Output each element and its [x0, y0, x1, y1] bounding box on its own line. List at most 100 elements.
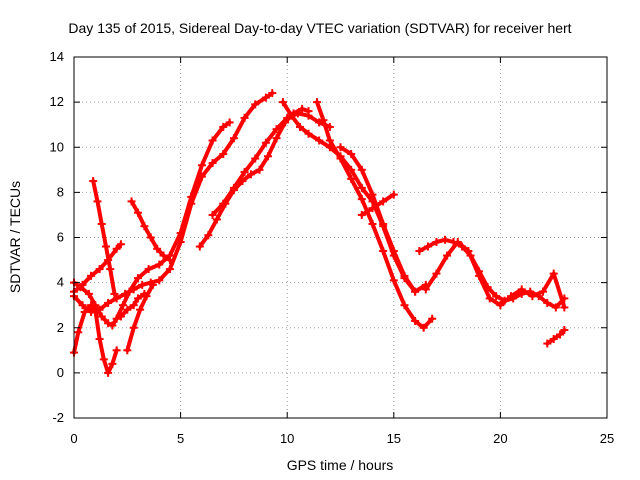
data-point — [165, 256, 174, 265]
y-tick-label: 0 — [57, 365, 64, 380]
data-point — [304, 111, 313, 120]
data-point — [78, 301, 87, 310]
data-point — [411, 316, 420, 325]
data-point — [336, 143, 345, 152]
data-point — [368, 219, 377, 228]
data-point — [136, 305, 145, 314]
y-tick-label: 8 — [57, 184, 64, 199]
series-track-11 — [278, 98, 430, 296]
data-point — [144, 265, 153, 274]
data-point — [368, 190, 377, 199]
series-track-2 — [70, 89, 277, 316]
data-point — [78, 280, 87, 289]
chart-title: Day 135 of 2015, Sidereal Day-to-day VTE… — [68, 20, 571, 36]
y-tick-label: 2 — [57, 320, 64, 335]
data-point — [87, 301, 96, 310]
series-line — [545, 328, 567, 346]
data-point — [357, 165, 366, 174]
data-point — [295, 122, 304, 131]
series-line — [417, 237, 567, 310]
data-point — [93, 197, 102, 206]
data-point — [255, 165, 264, 174]
data-point — [458, 242, 467, 251]
data-point — [74, 328, 83, 337]
data-point — [357, 195, 366, 204]
series-line — [338, 145, 418, 294]
data-point — [560, 303, 569, 312]
data-point — [240, 113, 249, 122]
series-track-1 — [70, 118, 234, 330]
data-point — [443, 251, 452, 260]
series-line — [91, 179, 117, 296]
data-point — [89, 177, 98, 186]
series-line — [280, 100, 428, 294]
data-point — [246, 170, 255, 179]
data-point — [112, 314, 121, 323]
data-point — [229, 134, 238, 143]
data-point — [87, 271, 96, 280]
data-point — [129, 323, 138, 332]
series-track-13 — [336, 143, 420, 296]
data-point — [95, 265, 104, 274]
data-point — [428, 314, 437, 323]
x-axis-title: GPS time / hours — [287, 457, 394, 473]
data-point — [475, 267, 484, 276]
data-point — [97, 312, 106, 321]
data-point — [101, 242, 110, 251]
data-point — [556, 330, 565, 339]
data-point — [195, 242, 204, 251]
data-point — [517, 289, 526, 298]
data-point — [389, 276, 398, 285]
data-point — [357, 210, 366, 219]
y-tick-label: -2 — [52, 410, 64, 425]
series-track-10 — [208, 109, 334, 219]
data-point — [176, 238, 185, 247]
data-point — [440, 235, 449, 244]
data-point — [153, 244, 162, 253]
data-point — [95, 335, 104, 344]
data-point — [379, 219, 388, 228]
data-point — [133, 294, 142, 303]
data-point — [197, 172, 206, 181]
data-point — [483, 283, 492, 292]
data-point — [368, 204, 377, 213]
data-point — [283, 113, 292, 122]
data-point — [159, 251, 168, 260]
axis-ticks: 0 5 10 15 20 25 -2 0 2 4 6 8 10 12 14 — [50, 49, 615, 446]
data-point — [485, 294, 494, 303]
data-point — [251, 154, 260, 163]
data-point — [121, 289, 130, 298]
data-point — [319, 116, 328, 125]
data-point — [140, 222, 149, 231]
data-point — [133, 274, 142, 283]
data-point — [264, 152, 273, 161]
series-track-9 — [195, 104, 313, 251]
data-point — [148, 280, 157, 289]
data-point — [492, 292, 501, 301]
series-line — [359, 192, 396, 217]
data-point — [219, 199, 228, 208]
data-point — [313, 98, 322, 107]
data-point — [104, 298, 113, 307]
data-point — [112, 346, 121, 355]
data-point — [261, 138, 270, 147]
data-point — [357, 183, 366, 192]
data-point — [278, 98, 287, 107]
data-point — [155, 260, 164, 269]
series-line — [72, 91, 275, 314]
series-line — [197, 106, 311, 249]
data-point — [251, 100, 260, 109]
data-point — [104, 319, 113, 328]
data-point — [116, 240, 125, 249]
data-point — [379, 197, 388, 206]
data-point — [268, 89, 277, 98]
data-point — [219, 122, 228, 131]
data-point — [325, 136, 334, 145]
data-point — [155, 276, 164, 285]
x-tick-label: 15 — [387, 431, 401, 446]
data-point — [108, 359, 117, 368]
data-point — [539, 287, 548, 296]
data-point — [106, 265, 115, 274]
data-point — [133, 208, 142, 217]
data-point — [104, 368, 113, 377]
